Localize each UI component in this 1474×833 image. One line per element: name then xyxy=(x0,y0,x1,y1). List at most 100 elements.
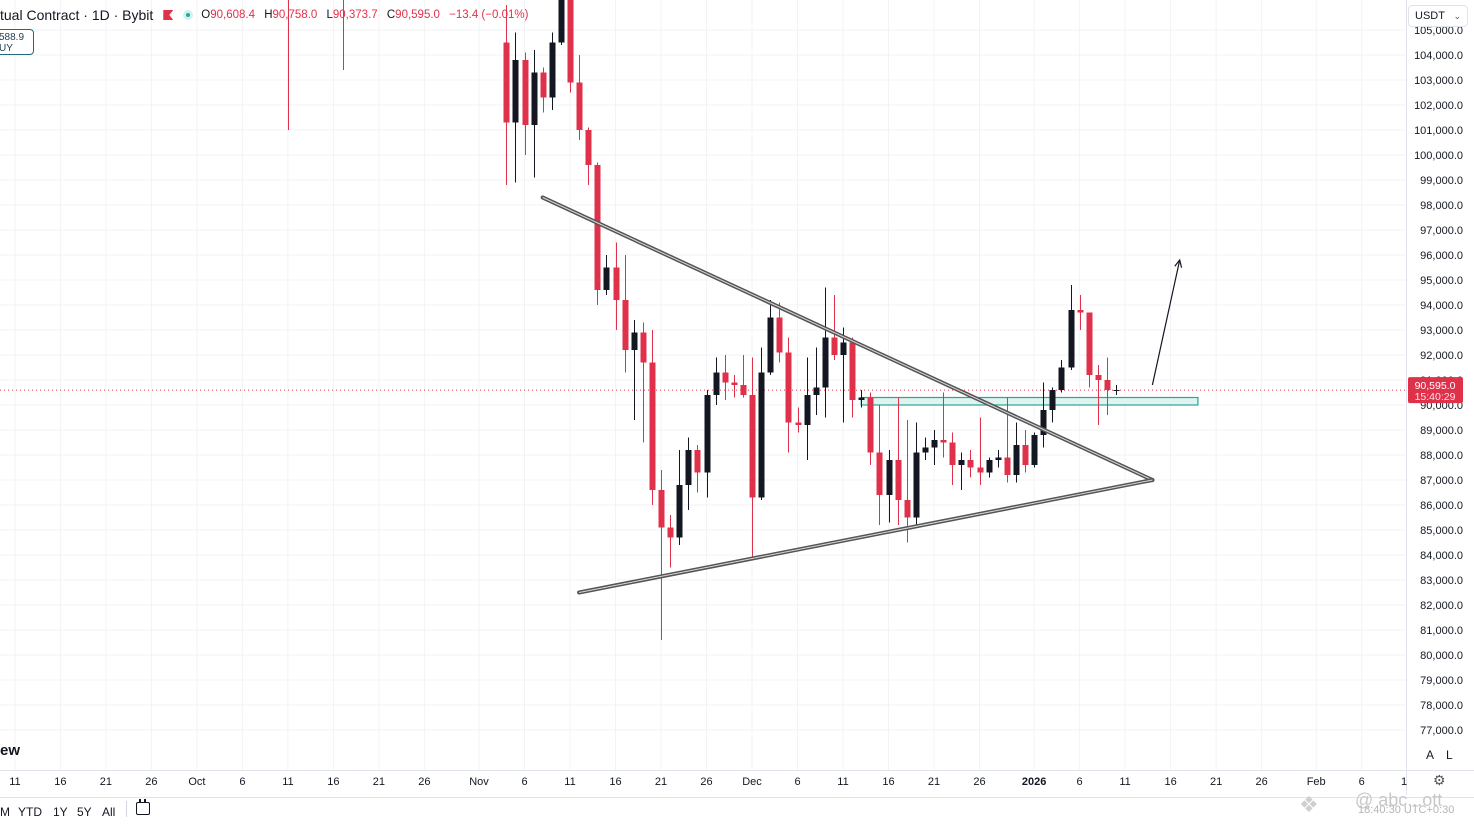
exchange-flag-icon xyxy=(163,10,174,20)
range-button-5y[interactable]: 5Y xyxy=(77,805,92,819)
price-tick-label: 102,000.0 xyxy=(1414,100,1463,112)
open-label: O xyxy=(201,9,211,21)
candle-body xyxy=(867,397,874,453)
candle-body xyxy=(576,82,583,130)
gear-icon[interactable]: ⚙ xyxy=(1433,772,1446,788)
high-label: H xyxy=(264,9,273,21)
candle-body xyxy=(640,332,647,363)
chart-trendlines xyxy=(540,195,1183,595)
arrow-head xyxy=(1174,258,1183,268)
time-tick-label: 6 xyxy=(239,776,245,788)
candle-body xyxy=(876,452,883,495)
price-tick-label: 82,000.0 xyxy=(1420,600,1463,612)
candle-body xyxy=(749,395,756,498)
ohlc-values: O90,608.4 H90,758.0 L90,373.7 C90,595.0 … xyxy=(201,9,528,21)
price-tick-label: 83,000.0 xyxy=(1420,575,1463,587)
log-scale-button[interactable]: L xyxy=(1446,748,1453,762)
candle-body xyxy=(767,317,774,373)
range-button-1y[interactable]: 1Y xyxy=(53,805,68,819)
candle-body xyxy=(704,395,711,473)
price-tick-label: 86,000.0 xyxy=(1420,500,1463,512)
symbol-title[interactable]: tual Contract · 1D · Bybit xyxy=(0,7,154,23)
candle-body xyxy=(722,372,729,383)
range-button-m[interactable]: M xyxy=(0,805,10,819)
candle-body xyxy=(831,337,838,355)
time-tick-label: 6 xyxy=(521,776,527,788)
time-tick-label: 21 xyxy=(1210,776,1222,788)
candle-body xyxy=(522,60,529,125)
low-value: 90,373.7 xyxy=(332,9,378,21)
toolbar-divider xyxy=(126,801,127,817)
currency-selector[interactable]: USDT ⌄ xyxy=(1408,5,1468,27)
candle-body xyxy=(540,72,547,98)
price-tick-label: 92,000.0 xyxy=(1420,350,1463,362)
candle-body xyxy=(558,0,565,43)
auto-scale-button[interactable]: A xyxy=(1426,748,1435,762)
time-tick-label: Oct xyxy=(188,776,205,788)
candle-body xyxy=(567,0,574,83)
candle-body xyxy=(713,372,720,395)
candle-body xyxy=(512,60,519,123)
time-tick-label: 26 xyxy=(700,776,712,788)
symbol-legend: tual Contract · 1D · Bybit O90,608.4 H90… xyxy=(0,6,528,24)
candle-body xyxy=(758,372,765,498)
time-tick-label: 6 xyxy=(1077,776,1083,788)
calendar-icon[interactable] xyxy=(136,799,150,815)
candle-body xyxy=(1031,435,1038,465)
price-tick-label: 80,000.0 xyxy=(1420,650,1463,662)
time-tick-label: 26 xyxy=(1255,776,1267,788)
candle-body xyxy=(840,342,847,355)
candle-body xyxy=(858,397,865,400)
candle-body xyxy=(940,440,947,443)
buy-price: 588.9 xyxy=(0,32,25,43)
high-value: 90,758.0 xyxy=(272,9,318,21)
candlestick-series xyxy=(288,0,1120,640)
price-tick-label: 96,000.0 xyxy=(1420,250,1463,262)
candle-body xyxy=(785,352,792,423)
candle-body xyxy=(977,467,984,473)
candle-body xyxy=(676,485,683,538)
candle-body xyxy=(694,450,701,473)
buy-label: UY xyxy=(0,43,13,54)
candle-body xyxy=(1068,310,1075,368)
price-tick-label: 100,000.0 xyxy=(1414,150,1463,162)
buy-button[interactable]: 588.9 UY xyxy=(0,29,34,55)
candle-body xyxy=(649,362,656,490)
time-tick-label: 26 xyxy=(418,776,430,788)
candle-body xyxy=(1004,457,1011,475)
candle-body xyxy=(667,527,674,538)
time-tick-label: 6 xyxy=(794,776,800,788)
candle-body xyxy=(631,332,638,350)
price-tick-label: 84,000.0 xyxy=(1420,550,1463,562)
time-tick-label: 2026 xyxy=(1022,776,1046,788)
time-tick-label: 26 xyxy=(145,776,157,788)
countdown-value: 15:40:29 xyxy=(1415,391,1456,403)
range-button-ytd[interactable]: YTD xyxy=(18,805,42,819)
upper-trendline-highlight xyxy=(542,197,1153,481)
candle-body xyxy=(986,460,993,473)
watermark-logo-icon: ❖ xyxy=(1299,792,1319,817)
candle-body xyxy=(931,440,938,448)
candle-body xyxy=(1022,445,1029,465)
close-value: 90,595.0 xyxy=(395,9,440,21)
candle-body xyxy=(922,447,929,453)
market-status-icon xyxy=(183,10,194,20)
price-tick-label: 103,000.0 xyxy=(1414,75,1463,87)
range-button-all[interactable]: All xyxy=(102,805,116,819)
chevron-down-icon: ⌄ xyxy=(1453,10,1461,21)
price-tick-label: 104,000.0 xyxy=(1414,50,1463,62)
price-axis: 105,000.0 104,000.0 103,000.0 102,000.0 101,… xyxy=(1408,25,1463,737)
time-tick-label: 1 xyxy=(1401,776,1407,788)
open-value: 90,608.4 xyxy=(210,9,255,21)
candle-body xyxy=(1095,375,1102,380)
price-tick-label: 81,000.0 xyxy=(1420,625,1463,637)
price-tick-label: 89,000.0 xyxy=(1420,425,1463,437)
candle-body xyxy=(585,130,592,165)
candle-body xyxy=(1040,410,1047,435)
candle-body xyxy=(549,42,556,98)
time-tick-label: Dec xyxy=(742,776,762,788)
price-tick-label: 88,000.0 xyxy=(1420,450,1463,462)
candle-body xyxy=(594,165,601,290)
